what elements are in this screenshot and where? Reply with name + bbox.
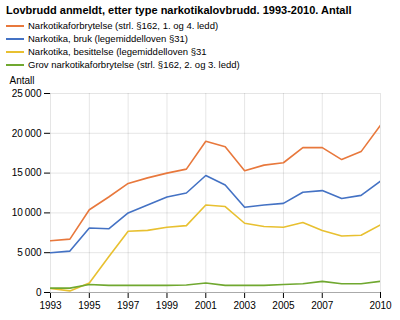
html-text:Grov narkotikaforbrytelse (str: Grov narkotikaforbrytelse (strl. §162, 2… (28, 59, 240, 70)
svg-text:15 000: 15 000 (12, 167, 42, 178)
svg-text:2001: 2001 (195, 300, 218, 311)
svg-text:2003: 2003 (233, 300, 256, 311)
svg-text:1993: 1993 (39, 300, 62, 311)
html-text:Narkotikaforbrytelse (strl. §1: Narkotikaforbrytelse (strl. §162, 1. og … (28, 20, 219, 31)
html-text:Lovbrudd anmeldt, etter type n: Lovbrudd anmeldt, etter type narkotikalo… (6, 4, 352, 16)
svg-text:10 000: 10 000 (12, 207, 42, 218)
html-text:Narkotika, besittelse (legemid: Narkotika, besittelse (legemiddelloven §… (28, 46, 207, 57)
svg-text:20 000: 20 000 (12, 128, 42, 139)
svg-text:2007: 2007 (311, 300, 334, 311)
svg-text:2010: 2010 (369, 300, 392, 311)
svg-text:1999: 1999 (156, 300, 179, 311)
svg-text:5 000: 5 000 (17, 247, 42, 258)
svg-text:2005: 2005 (272, 300, 295, 311)
html-text:Narkotika, bruk (legemiddellov: Narkotika, bruk (legemiddelloven §31) (28, 33, 188, 44)
svg-text:Antall: Antall (10, 75, 35, 86)
svg-text:1995: 1995 (78, 300, 101, 311)
svg-text:1997: 1997 (117, 300, 140, 311)
svg-text:25 000: 25 000 (12, 88, 42, 99)
svg-text:0: 0 (36, 287, 42, 298)
